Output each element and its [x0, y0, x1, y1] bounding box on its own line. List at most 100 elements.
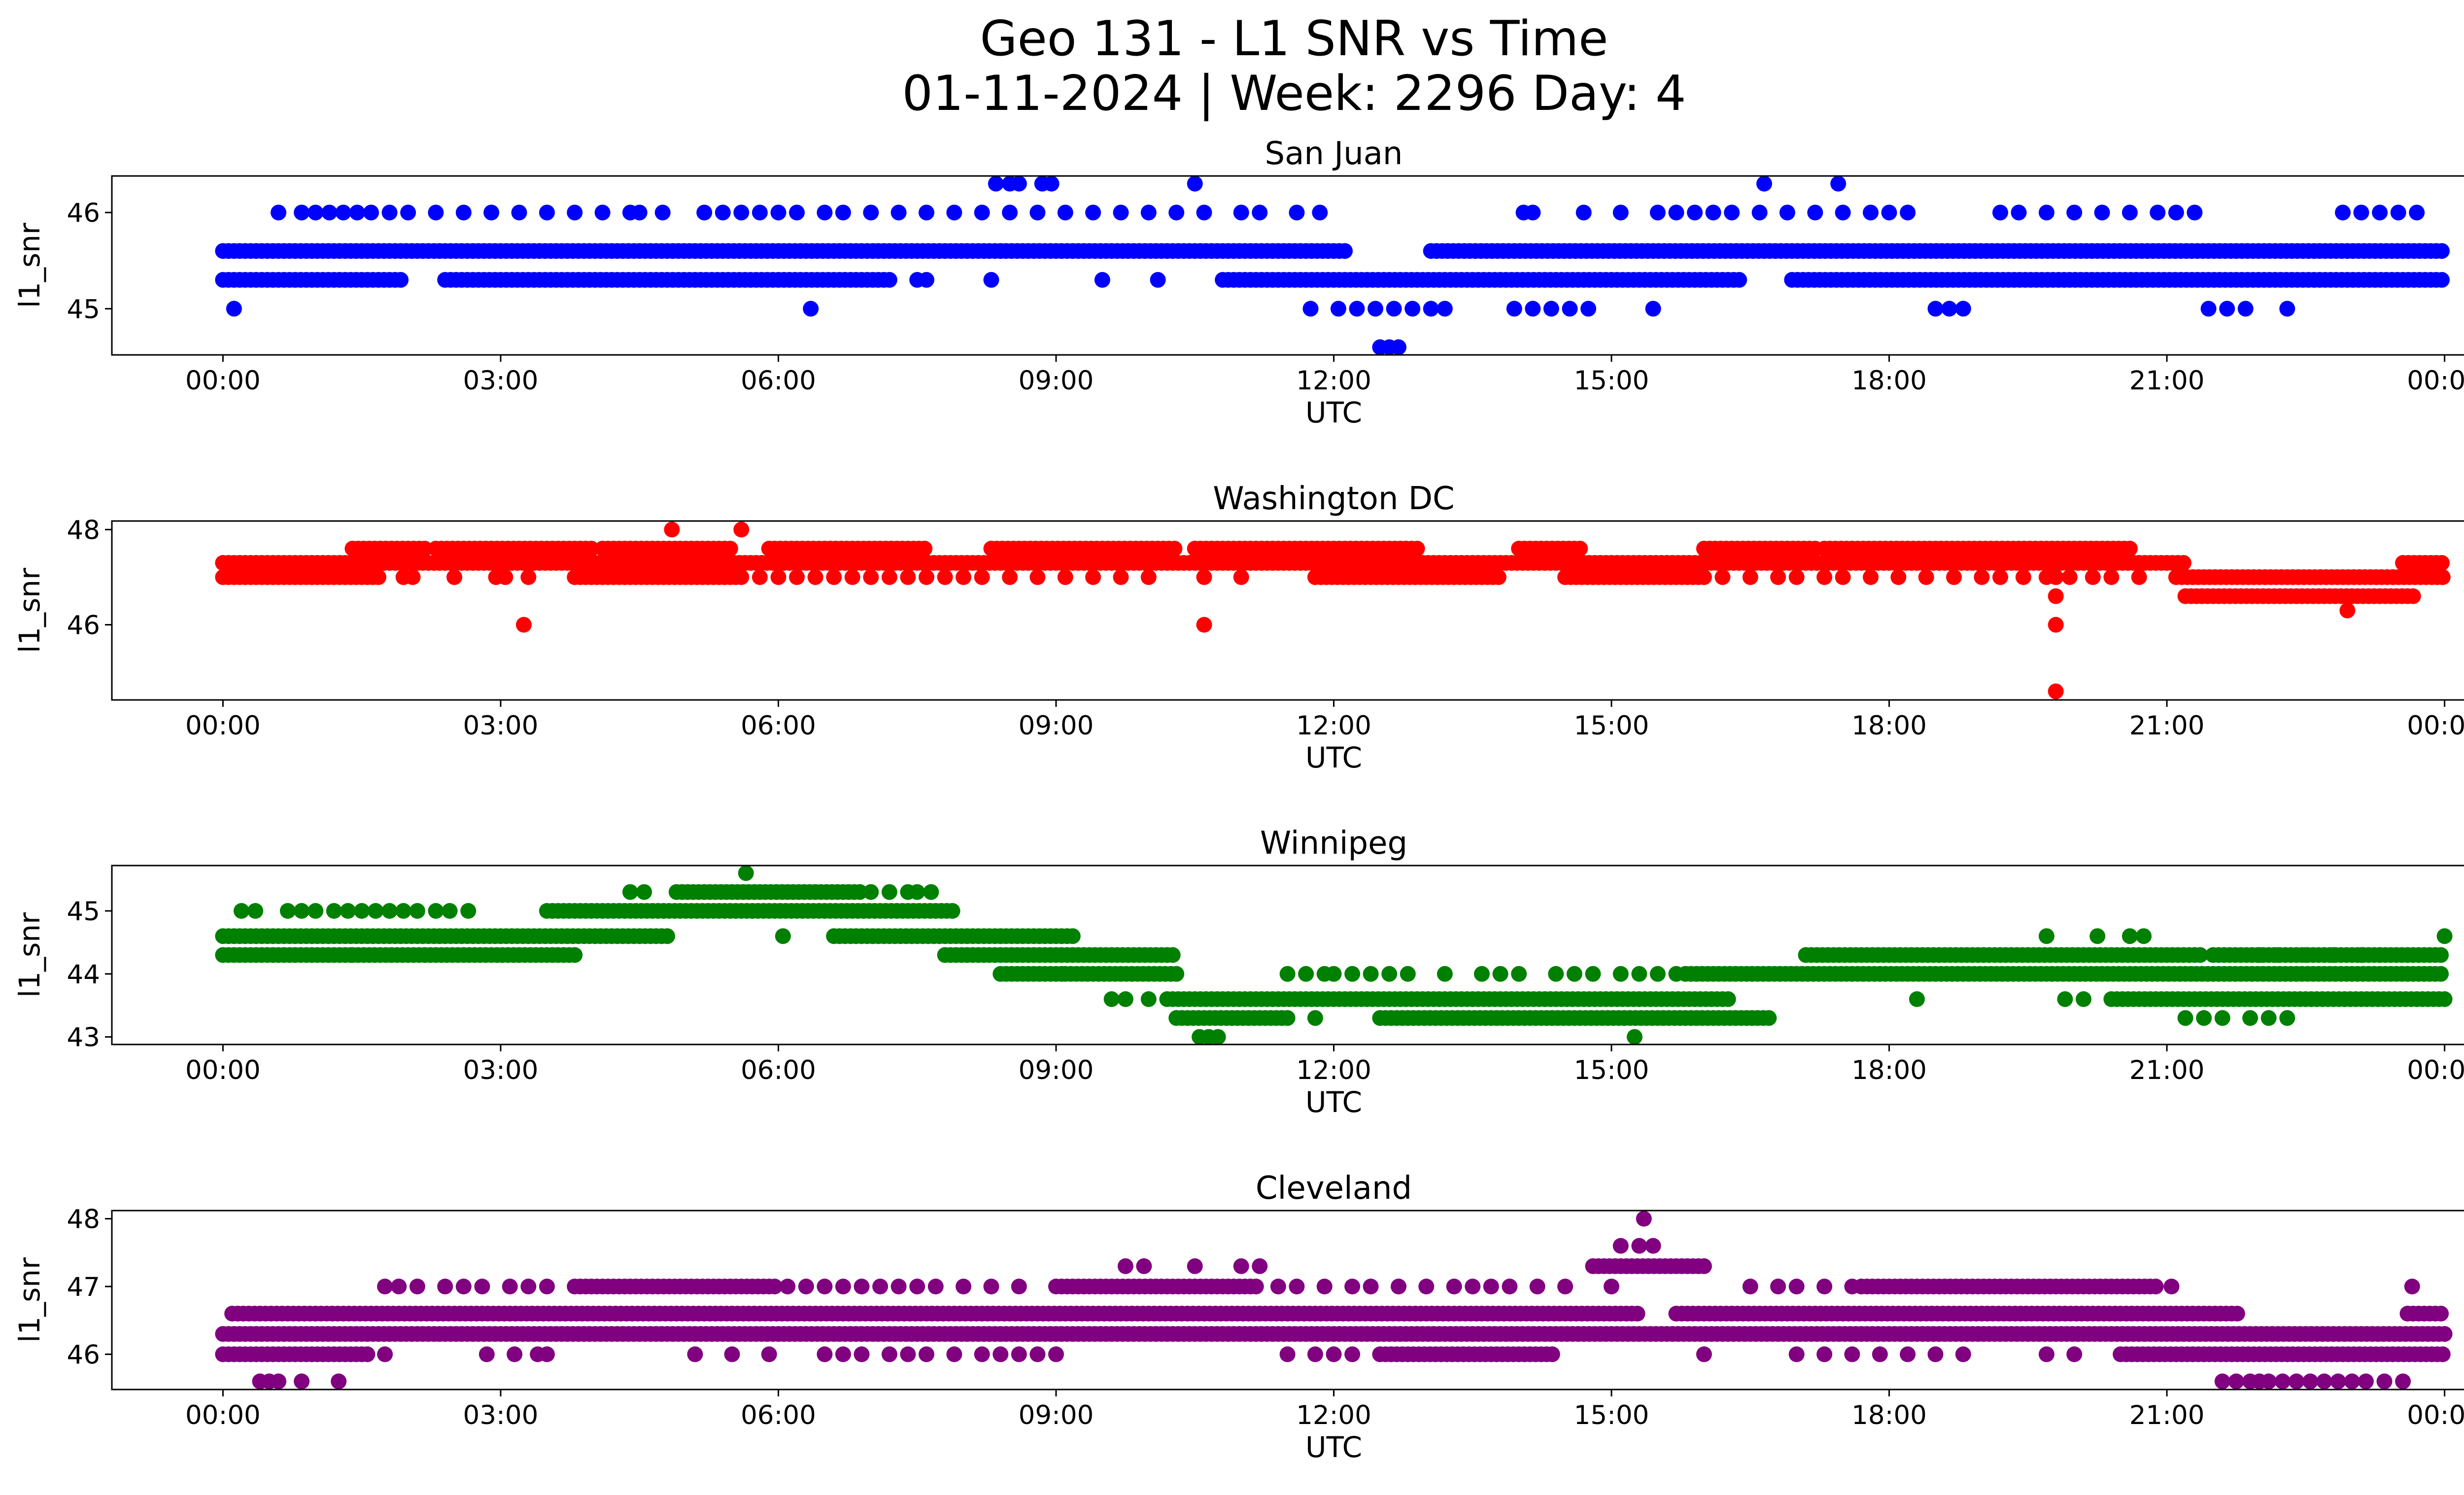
- x-axis-label: UTC: [1305, 741, 1362, 774]
- data-point: [881, 272, 897, 288]
- data-point: [279, 903, 296, 919]
- data-point: [1085, 569, 1101, 585]
- data-point: [2066, 1346, 2083, 1362]
- data-point: [1807, 205, 1823, 221]
- data-point: [752, 205, 768, 221]
- x-axis-label: UTC: [1305, 1085, 1362, 1119]
- data-point: [1002, 569, 1018, 585]
- data-point: [446, 569, 462, 585]
- data-point: [944, 903, 960, 919]
- data-point: [1955, 1346, 1971, 1362]
- x-tick-label: 12:00: [1296, 711, 1371, 741]
- data-point: [2395, 1373, 2411, 1390]
- data-point: [733, 569, 750, 585]
- data-point: [2085, 569, 2101, 585]
- data-point: [405, 569, 421, 585]
- y-axis-label: l1_snr: [13, 1257, 46, 1343]
- data-point: [2372, 205, 2388, 221]
- data-point: [1696, 569, 1712, 585]
- data-point: [1631, 1238, 1647, 1254]
- data-point: [761, 1346, 777, 1362]
- data-point: [664, 522, 680, 538]
- data-point: [460, 903, 477, 919]
- x-tick-label: 12:00: [1296, 1400, 1371, 1430]
- data-point: [520, 569, 537, 585]
- data-point: [294, 903, 310, 919]
- data-point: [381, 903, 398, 919]
- data-point: [1483, 1279, 1499, 1294]
- data-point: [271, 1373, 287, 1390]
- data-point: [2131, 569, 2147, 585]
- data-point: [2214, 1373, 2230, 1390]
- data-point: [1307, 1346, 1323, 1362]
- data-point: [1113, 569, 1129, 585]
- data-point: [1585, 966, 1601, 982]
- data-point: [2089, 928, 2106, 944]
- data-point: [2011, 205, 2027, 221]
- subplot-washington-dc: Washington DC 00:00 03:00 06:00 09:00 12:00 15…: [13, 481, 2464, 774]
- data-point: [2122, 205, 2138, 221]
- data-point: [1548, 966, 1564, 982]
- data-point: [2237, 301, 2254, 317]
- data-point: [1349, 301, 1365, 317]
- data-point: [1631, 966, 1647, 982]
- data-point: [539, 205, 555, 221]
- data-point: [1289, 1279, 1305, 1294]
- y-tick-label: 46: [67, 1340, 100, 1370]
- data-point: [917, 541, 933, 556]
- data-point: [919, 569, 934, 585]
- data-point: [983, 272, 999, 288]
- data-point: [766, 1279, 783, 1294]
- data-point: [2094, 205, 2110, 221]
- data-point: [1909, 991, 1925, 1007]
- x-tick-label: 00:00: [185, 1055, 261, 1085]
- data-point: [752, 569, 768, 585]
- data-point: [1233, 1258, 1249, 1274]
- data-point: [835, 205, 851, 221]
- data-point: [1011, 1279, 1027, 1294]
- data-point: [631, 205, 648, 221]
- data-point: [539, 1279, 555, 1294]
- x-tick-label: 21:00: [2129, 1400, 2205, 1430]
- data-point: [1344, 1279, 1361, 1294]
- data-point: [2048, 617, 2064, 633]
- data-point: [890, 205, 907, 221]
- data-points: [215, 865, 2453, 1045]
- data-point: [852, 884, 868, 900]
- data-point: [2353, 947, 2369, 963]
- data-point: [1011, 175, 1027, 192]
- x-tick-label: 09:00: [1019, 1055, 1094, 1085]
- data-point: [1696, 1258, 1712, 1274]
- data-point: [1502, 1279, 1518, 1294]
- data-point: [2168, 205, 2184, 221]
- data-point: [1788, 569, 1805, 585]
- data-point: [226, 301, 242, 317]
- data-point: [2404, 1279, 2420, 1294]
- data-point: [354, 903, 370, 919]
- data-point: [1724, 205, 1740, 221]
- data-point: [1770, 569, 1786, 585]
- data-point: [1863, 569, 1879, 585]
- data-point: [1196, 205, 1212, 221]
- data-point: [1844, 1346, 1860, 1362]
- x-tick-label: 09:00: [1019, 1400, 1094, 1430]
- data-point: [2066, 205, 2083, 221]
- data-point: [368, 903, 384, 919]
- data-point: [1057, 205, 1073, 221]
- data-point: [1761, 1010, 1777, 1026]
- data-point: [2122, 928, 2138, 944]
- data-point: [1863, 205, 1879, 221]
- data-point: [1337, 243, 1353, 259]
- data-point: [1636, 1211, 1652, 1227]
- data-point: [1437, 301, 1453, 317]
- data-point: [2150, 205, 2166, 221]
- data-point: [724, 1346, 740, 1362]
- data-point: [363, 205, 379, 221]
- data-point: [1166, 541, 1183, 556]
- data-point: [2353, 205, 2369, 221]
- data-point: [1543, 301, 1559, 317]
- data-point: [1612, 966, 1629, 982]
- data-point: [1696, 1346, 1712, 1362]
- data-point: [2270, 947, 2286, 963]
